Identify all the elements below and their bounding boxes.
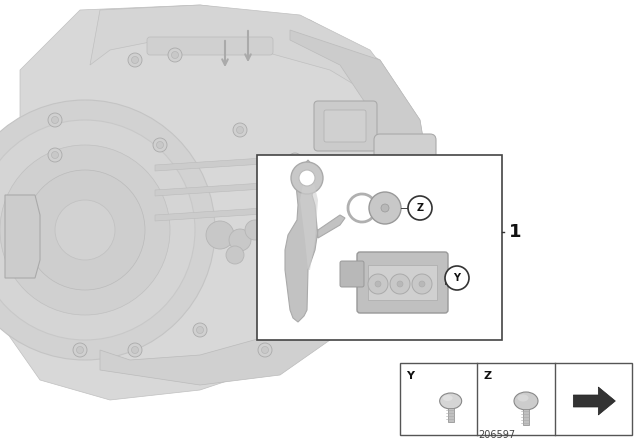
Text: Z: Z: [483, 371, 492, 381]
Polygon shape: [300, 175, 318, 270]
Ellipse shape: [440, 393, 461, 409]
Circle shape: [51, 116, 58, 124]
Bar: [400, 363, 632, 435]
Circle shape: [299, 170, 315, 186]
Polygon shape: [573, 387, 615, 415]
Circle shape: [291, 162, 323, 194]
Polygon shape: [5, 5, 430, 400]
Polygon shape: [155, 205, 310, 221]
Text: Y: Y: [406, 371, 414, 381]
Ellipse shape: [514, 392, 538, 410]
Polygon shape: [290, 30, 430, 310]
Circle shape: [419, 281, 425, 287]
Circle shape: [73, 343, 87, 357]
Bar: [257, 155, 502, 340]
Circle shape: [323, 198, 337, 212]
Circle shape: [390, 274, 410, 294]
Text: Z: Z: [417, 203, 424, 213]
FancyBboxPatch shape: [374, 134, 436, 171]
Circle shape: [157, 142, 163, 148]
Circle shape: [131, 346, 138, 353]
Circle shape: [369, 192, 401, 224]
Circle shape: [303, 248, 317, 262]
Circle shape: [172, 52, 179, 59]
Circle shape: [381, 204, 389, 212]
Circle shape: [307, 251, 314, 258]
Circle shape: [237, 126, 243, 134]
Ellipse shape: [443, 395, 452, 401]
FancyBboxPatch shape: [357, 252, 448, 313]
Circle shape: [128, 343, 142, 357]
Circle shape: [226, 246, 244, 264]
Circle shape: [0, 145, 170, 315]
Text: 206597: 206597: [479, 430, 516, 440]
Circle shape: [291, 156, 298, 164]
Circle shape: [233, 123, 247, 137]
Circle shape: [196, 327, 204, 333]
Circle shape: [25, 170, 145, 290]
Polygon shape: [90, 5, 400, 100]
Bar: [368, 265, 437, 300]
Circle shape: [375, 281, 381, 287]
Circle shape: [55, 200, 115, 260]
Circle shape: [408, 196, 432, 220]
Polygon shape: [285, 160, 345, 322]
Circle shape: [193, 323, 207, 337]
Circle shape: [77, 346, 83, 353]
Polygon shape: [155, 155, 310, 171]
Circle shape: [258, 343, 272, 357]
Ellipse shape: [518, 395, 529, 401]
Text: Y: Y: [454, 273, 461, 283]
Circle shape: [206, 221, 234, 249]
FancyBboxPatch shape: [314, 101, 377, 151]
Circle shape: [326, 202, 333, 208]
Circle shape: [273, 283, 287, 297]
FancyBboxPatch shape: [324, 110, 366, 142]
Circle shape: [397, 281, 403, 287]
Circle shape: [288, 153, 302, 167]
Circle shape: [276, 287, 284, 293]
Bar: [447, 408, 454, 422]
FancyBboxPatch shape: [340, 261, 364, 287]
Circle shape: [0, 100, 215, 360]
Circle shape: [168, 48, 182, 62]
Bar: [523, 409, 529, 425]
Circle shape: [153, 138, 167, 152]
Circle shape: [51, 151, 58, 159]
Circle shape: [229, 229, 251, 251]
Circle shape: [245, 220, 265, 240]
Circle shape: [262, 346, 269, 353]
Polygon shape: [155, 180, 310, 196]
Circle shape: [48, 113, 62, 127]
Text: 1: 1: [509, 223, 522, 241]
Polygon shape: [100, 330, 330, 385]
Circle shape: [0, 120, 195, 340]
Circle shape: [131, 56, 138, 64]
Circle shape: [368, 274, 388, 294]
Circle shape: [445, 266, 469, 290]
Polygon shape: [5, 195, 40, 278]
Circle shape: [412, 274, 432, 294]
FancyBboxPatch shape: [147, 37, 273, 55]
Circle shape: [48, 148, 62, 162]
Circle shape: [128, 53, 142, 67]
